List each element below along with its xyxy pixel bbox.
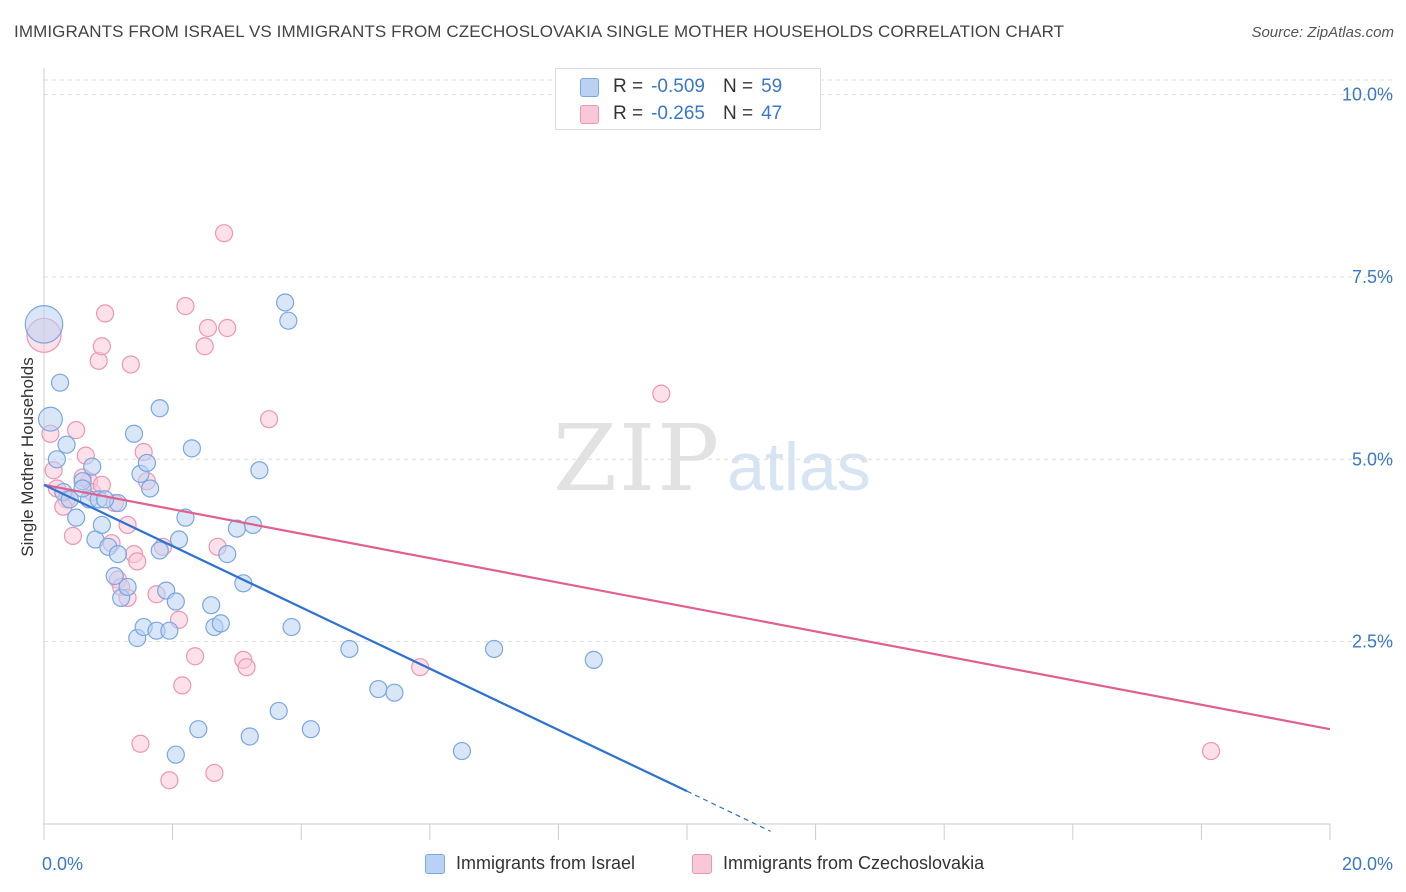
israel-point <box>385 683 404 702</box>
israel-point <box>140 479 160 498</box>
israel-point <box>83 457 102 476</box>
legend-swatch-czech <box>580 104 599 124</box>
czech-point <box>198 318 218 338</box>
czech-point <box>205 763 224 783</box>
israel-point <box>124 424 144 443</box>
czech-point <box>121 355 140 374</box>
czech-point <box>92 337 111 356</box>
watermark-zip: ZIP <box>553 405 722 512</box>
correlation-legend: R = -0.509 N = 59 R = -0.265 N = 47 <box>555 68 821 130</box>
czech-point <box>176 297 195 316</box>
bottom-legend-israel-label: Immigrants from Israel <box>456 853 636 873</box>
czech-point <box>63 526 83 545</box>
israel-point <box>150 541 169 560</box>
israel-point <box>276 293 295 312</box>
israel-point <box>73 479 92 498</box>
legend-n-value: 59 <box>761 76 783 97</box>
israel-point <box>182 439 201 458</box>
israel-point <box>67 508 86 527</box>
y-tick-label: 10.0% <box>1342 85 1393 105</box>
legend-r-value: -0.265 <box>651 103 705 124</box>
israel-point <box>37 406 63 432</box>
legend-n-label: N = <box>722 76 754 97</box>
chart-title: IMMIGRANTS FROM ISRAEL VS IMMIGRANTS FRO… <box>14 22 1065 41</box>
israel-point <box>485 639 504 659</box>
czech-trendline <box>43 483 1331 731</box>
legend-row-israel: R = -0.509 N = 59 <box>580 75 782 99</box>
israel-point <box>118 577 137 597</box>
israel-point <box>166 745 185 764</box>
israel-point <box>301 720 320 739</box>
watermark-atlas: atlas <box>727 429 871 505</box>
israel-point <box>150 399 169 418</box>
israel-point <box>250 461 269 480</box>
israel-point <box>202 596 221 615</box>
israel-point <box>92 515 111 535</box>
bottom-legend-czech: Immigrants from Czechoslovakia <box>692 853 984 874</box>
israel-point <box>340 639 359 659</box>
israel-point <box>282 617 301 637</box>
israel-point <box>218 545 237 564</box>
israel-point <box>584 650 603 669</box>
legend-row-czech: R = -0.265 N = 47 <box>580 102 782 126</box>
czech-point <box>652 384 671 403</box>
y-tick-label: 7.5% <box>1352 267 1393 287</box>
israel-point <box>47 450 66 469</box>
czech-point <box>128 552 147 571</box>
legend-n-label: N = <box>722 103 754 124</box>
czech-point <box>237 658 256 677</box>
czech-point <box>95 304 115 323</box>
legend-swatch-israel <box>580 77 599 97</box>
watermark: ZIPatlas <box>553 405 871 512</box>
israel-point <box>108 545 128 564</box>
bottom-legend-israel: Immigrants from Israel <box>425 853 635 874</box>
legend-r-label: R = <box>613 76 644 97</box>
israel-point <box>137 453 156 473</box>
source-label: Source: ZipAtlas.com <box>1251 24 1394 41</box>
bottom-legend-czech-label: Immigrants from Czechoslovakia <box>723 853 985 873</box>
israel-point <box>189 720 208 739</box>
bottom-swatch-czech <box>692 853 712 874</box>
legend-n-value: 47 <box>761 103 783 124</box>
israel-point <box>240 727 259 746</box>
legend-r-label: R = <box>613 103 644 124</box>
israel-point <box>105 566 124 586</box>
israel-trendline <box>43 483 688 793</box>
czech-point <box>131 734 150 753</box>
bottom-swatch-israel <box>425 853 445 874</box>
y-tick-label: 5.0% <box>1352 449 1393 469</box>
czech-point <box>173 676 192 695</box>
israel-point <box>160 621 179 640</box>
x-tick-label: 20.0% <box>1342 854 1393 874</box>
israel-point <box>24 305 64 344</box>
czech-point <box>214 224 234 243</box>
israel-trendline-extension <box>686 790 771 832</box>
x-tick-label: 0.0% <box>42 854 83 874</box>
israel-point <box>166 592 185 611</box>
israel-point <box>50 373 70 392</box>
czech-point <box>218 318 237 338</box>
legend-r-value: -0.509 <box>651 76 705 97</box>
israel-point <box>57 435 76 454</box>
czech-point <box>1201 741 1221 761</box>
czech-point <box>195 337 214 356</box>
israel-point <box>452 741 472 761</box>
israel-point <box>279 311 298 330</box>
czech-point <box>186 647 205 666</box>
czech-point <box>160 771 179 790</box>
y-tick-label: 2.5% <box>1352 632 1393 652</box>
israel-point <box>269 701 288 721</box>
czech-point <box>67 421 86 440</box>
czech-point <box>259 410 279 429</box>
israel-point <box>95 490 115 509</box>
israel-point <box>369 679 388 699</box>
israel-point <box>211 614 230 633</box>
